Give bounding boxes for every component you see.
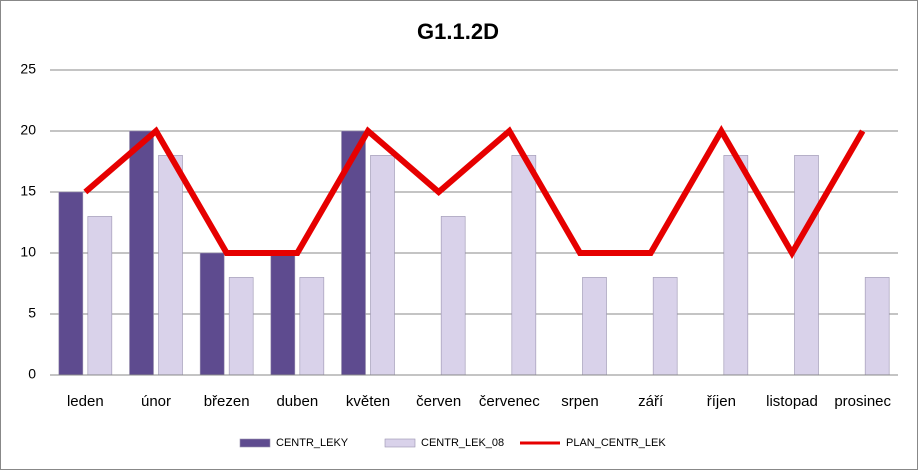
x-tick-label: září [638,393,664,410]
bar [582,277,607,376]
legend-swatch [384,438,416,448]
bar [652,277,678,376]
x-tick-label: únor [141,393,171,410]
x-tick-label: červen [416,393,461,410]
y-tick-label: 15 [20,183,36,199]
chart-title: G1.1.2D [417,19,499,44]
bar [440,216,466,376]
x-tick-label: leden [67,393,104,410]
y-tick-label: 10 [20,244,36,260]
bar [511,155,537,376]
x-tick-label: duben [276,393,318,410]
bar [158,155,183,376]
bar [129,130,154,376]
x-tick-label: listopad [766,393,818,410]
legend-label: CENTR_LEK_08 [421,437,504,449]
bar [370,155,395,376]
bar [794,155,819,376]
legend-label: CENTR_LEKY [276,437,349,449]
x-tick-label: srpen [561,393,599,410]
bar [341,130,366,376]
bar [723,155,749,376]
bar [58,191,84,376]
x-tick-label: květen [346,393,390,410]
y-tick-label: 0 [28,366,36,382]
x-tick-label: říjen [707,393,736,410]
y-tick-label: 25 [20,61,36,77]
legend-swatch [239,438,271,448]
bar [299,277,325,376]
y-tick-label: 5 [28,305,36,321]
x-tick-label: prosinec [834,393,891,410]
bar [199,252,225,376]
legend-label: PLAN_CENTR_LEK [566,437,666,449]
bar [87,216,113,376]
x-tick-label: březen [204,393,250,410]
bar [864,277,890,376]
x-tick-label: červenec [479,393,540,410]
y-tick-label: 20 [20,122,36,138]
bar [270,252,296,376]
bar [228,277,254,376]
line [83,125,866,259]
